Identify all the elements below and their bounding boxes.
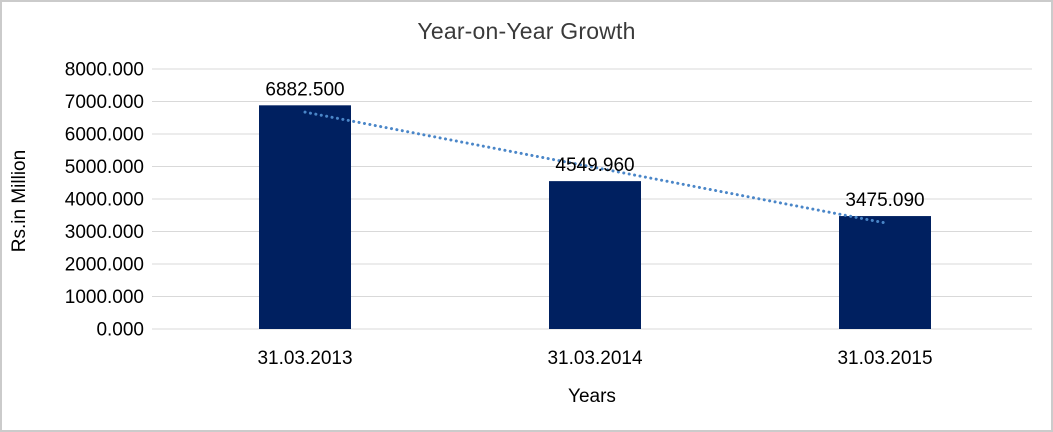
trendline bbox=[303, 110, 887, 225]
y-tick-label: 4000.000 bbox=[65, 190, 144, 211]
x-tick-label: 31.03.2013 bbox=[257, 348, 352, 369]
x-tick-label: 31.03.2015 bbox=[837, 348, 932, 369]
bar bbox=[259, 105, 351, 329]
y-tick-label: 0.000 bbox=[96, 320, 144, 341]
y-tick-label: 1000.000 bbox=[65, 287, 144, 308]
y-axis-title: Rs.in Million bbox=[9, 149, 30, 253]
bar bbox=[839, 216, 931, 329]
bar bbox=[549, 181, 641, 329]
x-axis-title: Years bbox=[568, 386, 616, 407]
x-tick-label: 31.03.2014 bbox=[547, 348, 643, 369]
value-label: 3475.090 bbox=[845, 190, 924, 211]
y-tick-label: 6000.000 bbox=[65, 125, 144, 146]
value-label: 6882.500 bbox=[265, 79, 344, 100]
chart-title: Year-on-Year Growth bbox=[417, 18, 636, 44]
y-tick-label: 7000.000 bbox=[65, 92, 144, 113]
y-tick-label: 8000.000 bbox=[65, 60, 144, 81]
value-label: 4549.960 bbox=[555, 155, 634, 176]
y-tick-label: 2000.000 bbox=[65, 255, 144, 276]
y-tick-label: 5000.000 bbox=[65, 157, 144, 178]
y-tick-label: 3000.000 bbox=[65, 222, 144, 243]
